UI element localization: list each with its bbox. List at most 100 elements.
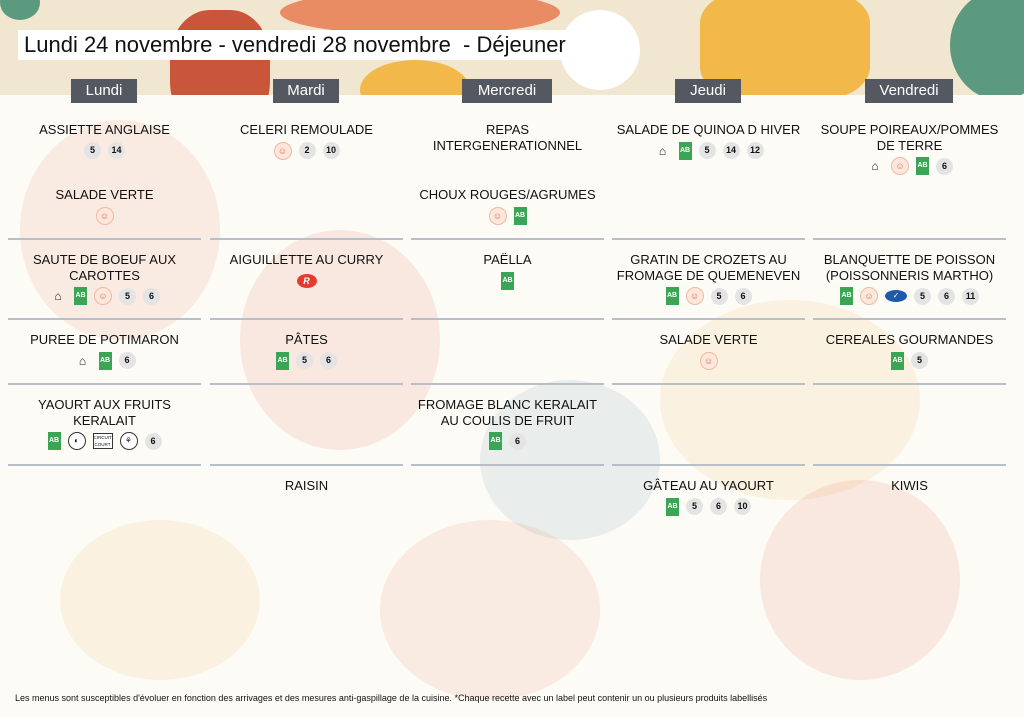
menu-dish: GRATIN DE CROZETS AU FROMAGE DE QUEMENEV… (612, 252, 805, 305)
local-product-icon: ☺ (699, 351, 718, 370)
day-header-jeudi: Jeudi (675, 79, 741, 103)
organic-ab-icon: AB (501, 271, 514, 290)
dish-labels: AB 5 6 (210, 351, 403, 370)
homemade-icon: ⌂ (54, 289, 62, 303)
allergen-badge: 12 (746, 142, 764, 159)
menu-dish: FROMAGE BLANC KERALAIT AU COULIS DE FRUI… (411, 397, 604, 450)
allergen-badge: 5 (710, 287, 728, 305)
organic-ab-icon: AB (678, 141, 692, 160)
producer-icon: ◐ (67, 432, 86, 450)
dish-name: REPAS INTERGENERATIONNEL (432, 122, 583, 153)
homemade-icon: ⌂ (78, 353, 87, 368)
organic-ab-icon: AB (489, 432, 502, 450)
menu-dish: REPAS INTERGENERATIONNEL (411, 122, 604, 153)
row-separator (210, 464, 403, 466)
allergen-badge: 14 (722, 142, 740, 159)
dish-labels: ☺ (612, 351, 805, 370)
dish-name: CELERI REMOULADE (240, 122, 373, 137)
row-separator (8, 238, 201, 240)
local-product-icon: ☺ (273, 141, 292, 160)
organic-ab-icon: AB (74, 287, 87, 305)
menu-dish: YAOURT AUX FRUITS KERALAIT AB ◐ CIRCUIT COU… (8, 397, 201, 450)
dish-name: PÂTES (285, 332, 328, 347)
menu-dish: SALADE VERTE ☺ (8, 187, 201, 225)
allergen-badge: 10 (734, 498, 751, 515)
day-header-mardi: Mardi (273, 79, 339, 103)
allergen-badge: 5 (911, 352, 928, 369)
dish-labels: AB 6 (411, 432, 604, 450)
organic-ab-icon: AB (513, 206, 527, 225)
organic-ab-icon: AB (916, 157, 929, 175)
row-separator (612, 238, 805, 240)
dish-name: PAËLLA (483, 252, 532, 267)
row-separator (411, 318, 604, 320)
row-separator (813, 383, 1006, 385)
row-separator (612, 383, 805, 385)
organic-ab-icon: AB (666, 497, 679, 516)
dish-name: KIWIS (891, 478, 928, 493)
row-separator (612, 464, 805, 466)
day-header-mercredi: Mercredi (462, 79, 552, 103)
dish-name: GRATIN DE CROZETS AU FROMAGE DE QUEMENEV… (616, 252, 801, 283)
row-separator (813, 238, 1006, 240)
dish-labels: AB 5 6 10 (612, 497, 805, 516)
local-product-icon: ☺ (685, 287, 704, 305)
allergen-badge: 5 (84, 142, 101, 159)
menu-dish: GÂTEAU AU YAOURT AB 5 6 10 (612, 478, 805, 516)
dish-labels: ⌂ AB ☺ 5 6 (8, 287, 201, 305)
label-rouge-icon: R (296, 273, 317, 288)
menu-dish: CELERI REMOULADE ☺ 2 10 (210, 122, 403, 160)
local-product-icon: ☺ (95, 206, 114, 225)
row-separator (612, 318, 805, 320)
allergen-badge: 5 (698, 142, 716, 159)
menu-dish: PUREE DE POTIMARON ⌂ AB 6 (8, 332, 201, 370)
dish-name: SALADE VERTE (55, 187, 154, 202)
dish-labels: ⌂ AB 5 14 12 (612, 141, 805, 160)
allergen-badge: 14 (108, 142, 125, 159)
allergen-badge: 6 (734, 287, 752, 305)
allergen-badge: 6 (936, 157, 953, 175)
allergen-badge: 6 (144, 432, 162, 450)
row-separator (411, 383, 604, 385)
organic-ab-icon: AB (891, 351, 904, 370)
row-separator (8, 383, 201, 385)
page-title: Lundi 24 novembre - vendredi 28 novembre… (18, 30, 572, 60)
allergen-badge: 6 (320, 352, 337, 369)
row-separator (411, 464, 604, 466)
allergen-badge: 10 (322, 142, 340, 159)
local-product-icon: ☺ (891, 157, 909, 175)
homemade-icon: ⌂ (658, 143, 667, 158)
menu-dish: ASSIETTE ANGLAISE 5 14 (8, 122, 201, 160)
dish-name: YAOURT AUX FRUITS KERALAIT (38, 397, 171, 428)
dish-name: BLANQUETTE DE POISSON (POISSONNERIS MART… (823, 252, 996, 283)
dish-name: CHOUX ROUGES/AGRUMES (419, 187, 596, 202)
allergen-badge: 6 (143, 287, 160, 305)
farm-icon: ⚘ (119, 432, 138, 450)
organic-ab-icon: AB (840, 287, 853, 305)
menu-dish: RAISIN (210, 478, 403, 494)
menu-dish: AIGUILLETTE AU CURRY R (210, 252, 403, 290)
menu-dish: CHOUX ROUGES/AGRUMES ☺ AB (411, 187, 604, 225)
allergen-badge: 5 (119, 287, 136, 305)
menu-dish: CEREALES GOURMANDES AB 5 (813, 332, 1006, 370)
allergen-badge: 6 (938, 287, 955, 305)
dish-labels: R (210, 272, 403, 290)
menu-dish: SALADE DE QUINOA D HIVER ⌂ AB 5 14 12 (612, 122, 805, 160)
menu-dish: SALADE VERTE ☺ (612, 332, 805, 370)
homemade-icon: ⌂ (871, 159, 879, 173)
organic-ab-icon: AB (47, 432, 61, 450)
allergen-badge: 11 (962, 287, 979, 305)
local-product-icon: ☺ (94, 287, 112, 305)
row-separator (813, 464, 1006, 466)
organic-ab-icon: AB (276, 351, 289, 370)
local-product-icon: ☺ (860, 287, 878, 305)
allergen-badge: 5 (296, 352, 313, 369)
row-separator (411, 238, 604, 240)
dish-name: SALADE VERTE (659, 332, 758, 347)
dish-labels: ☺ 2 10 (210, 141, 403, 160)
dish-name: SALADE DE QUINOA D HIVER (616, 122, 801, 137)
organic-ab-icon: AB (98, 351, 112, 370)
dish-labels: ☺ AB (411, 206, 604, 225)
dish-labels: AB (411, 271, 604, 290)
